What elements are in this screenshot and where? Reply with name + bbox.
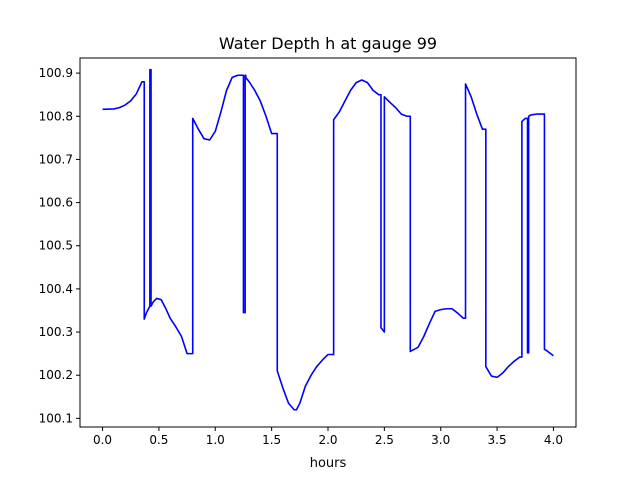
x-axis: 0.0 0.5 1.0 1.5 2.0 2.5 3.0 3.5 4.0	[93, 427, 563, 447]
y-tick-label: 100.3	[39, 325, 73, 339]
x-tick-label: 2.0	[318, 433, 337, 447]
x-tick-label: 1.0	[206, 433, 225, 447]
chart-title: Water Depth h at gauge 99	[219, 34, 437, 53]
y-tick-label: 100.4	[39, 282, 73, 296]
x-tick-label: 3.5	[488, 433, 507, 447]
y-tick-label: 100.9	[39, 66, 73, 80]
x-tick-label: 4.0	[544, 433, 563, 447]
x-tick-label: 1.5	[262, 433, 281, 447]
plot-area	[102, 68, 554, 411]
x-tick-label: 3.0	[431, 433, 450, 447]
y-tick-label: 100.2	[39, 368, 73, 382]
y-tick-label: 100.6	[39, 196, 73, 210]
y-axis: 100.1 100.2 100.3 100.4 100.5 100.6 100.7 100.8…	[39, 66, 80, 425]
y-tick-label: 100.7	[39, 152, 73, 166]
series-line	[102, 68, 554, 411]
x-tick-label: 2.5	[375, 433, 394, 447]
y-tick-label: 100.1	[39, 411, 73, 425]
x-axis-label: hours	[310, 456, 347, 471]
y-tick-label: 100.5	[39, 239, 73, 253]
x-tick-label: 0.0	[93, 433, 112, 447]
y-tick-label: 100.8	[39, 109, 73, 123]
x-tick-label: 0.5	[149, 433, 168, 447]
